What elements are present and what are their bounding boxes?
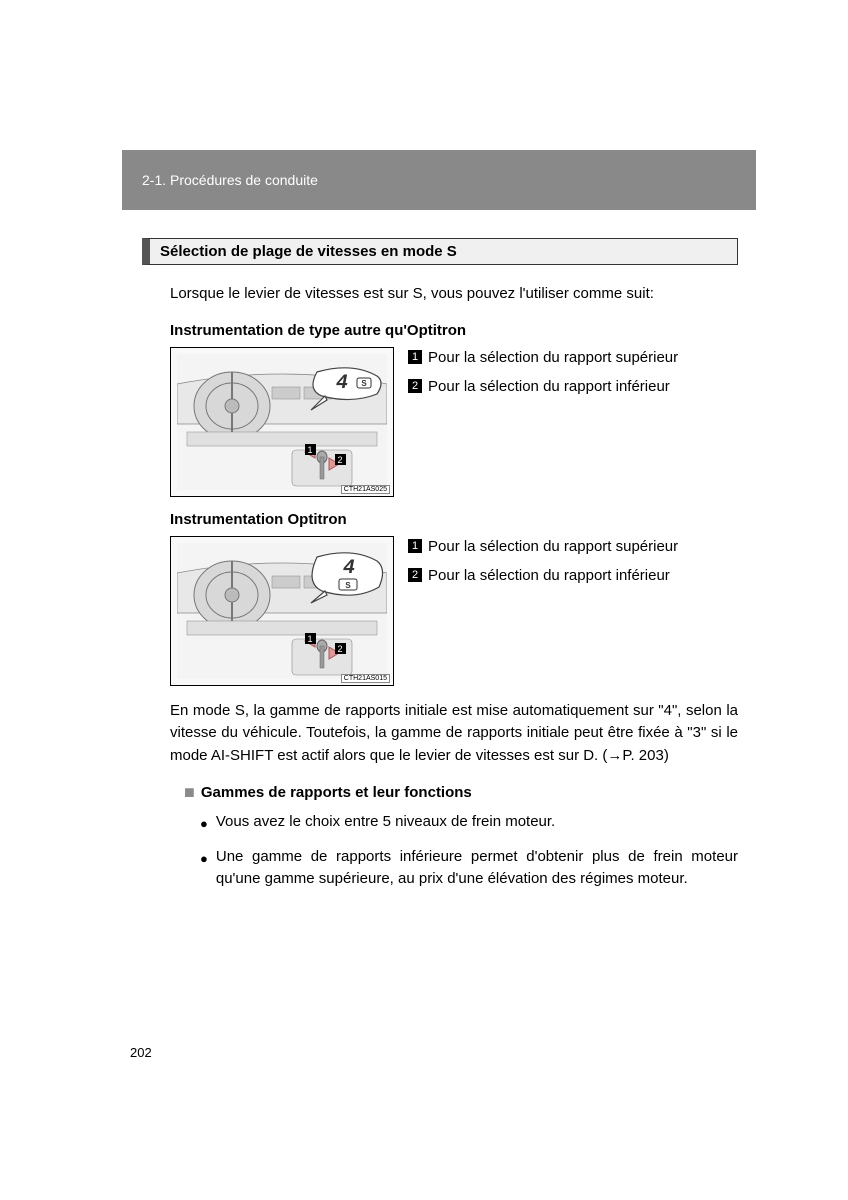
callout-badge: 2 [408,379,422,393]
sub-heading: Gammes de rapports et leur fonctions [201,784,472,801]
diagram-b-code: CTH21AS015 [341,674,390,683]
svg-text:4: 4 [343,557,355,580]
callout-badge: 1 [408,350,422,364]
callout-badge: 2 [408,568,422,582]
breadcrumb: 2-1. Procédures de conduite [122,150,756,210]
bullet-marker-icon: ● [200,849,208,869]
diagram-a-code: CTH21AS025 [341,485,390,494]
intro-text: Lorsque le levier de vitesses est sur S,… [170,283,738,306]
dashboard-illustration-icon: 1 2 4 S [177,543,387,679]
header-section: 2-1. Procédures de conduite [142,172,318,188]
callout-row: 2 Pour la sélection du rapport inférieur [408,376,738,398]
callout-badge: 1 [408,539,422,553]
block-a-callouts: 1 Pour la sélection du rapport supérieur… [394,347,738,407]
svg-text:2: 2 [337,644,342,654]
callout-row: 2 Pour la sélection du rapport inférieur [408,565,738,587]
block-b: 1 2 4 S CTH21AS015 1 Pour la sélection d… [170,536,738,686]
callout-text: Pour la sélection du rapport supérieur [428,347,738,369]
bullet-text: Une gamme de rapports inférieure permet … [216,846,738,891]
dashboard-illustration-icon: 1 2 4 S [177,354,387,490]
svg-text:S: S [345,581,351,590]
bullet-row: ● Vous avez le choix entre 5 niveaux de … [200,811,738,834]
callout-text: Pour la sélection du rapport supérieur [428,536,738,558]
section-heading: Sélection de plage de vitesses en mode S [142,238,738,265]
callout-text: Pour la sélection du rapport inférieur [428,565,738,587]
bullet-text: Vous avez le choix entre 5 niveaux de fr… [216,811,738,834]
block-a-title: Instrumentation de type autre qu'Optitro… [170,322,738,339]
svg-text:S: S [361,379,367,388]
svg-text:2: 2 [337,455,342,465]
callout-text: Pour la sélection du rapport inférieur [428,376,738,398]
diagram-a: 1 2 4 S CTH21AS025 [170,347,394,497]
svg-text:4: 4 [336,372,348,395]
sub-section: ■ Gammes de rapports et leur fonctions ●… [184,783,738,891]
block-b-callouts: 1 Pour la sélection du rapport supérieur… [394,536,738,596]
diagram-b: 1 2 4 S CTH21AS015 [170,536,394,686]
sub-heading-row: ■ Gammes de rapports et leur fonctions [184,783,738,801]
block-b-title: Instrumentation Optitron [170,511,738,528]
block-a: 1 2 4 S CTH21AS025 1 Pour la sélection d… [170,347,738,497]
square-marker-icon: ■ [184,783,195,801]
callout-row: 1 Pour la sélection du rapport supérieur [408,347,738,369]
page-number: 202 [130,1045,152,1060]
svg-text:1: 1 [307,634,312,644]
bullet-row: ● Une gamme de rapports inférieure perme… [200,846,738,891]
svg-text:1: 1 [307,445,312,455]
bullet-marker-icon: ● [200,814,208,834]
body-paragraph: En mode S, la gamme de rapports initiale… [170,700,738,768]
callout-row: 1 Pour la sélection du rapport supérieur [408,536,738,558]
